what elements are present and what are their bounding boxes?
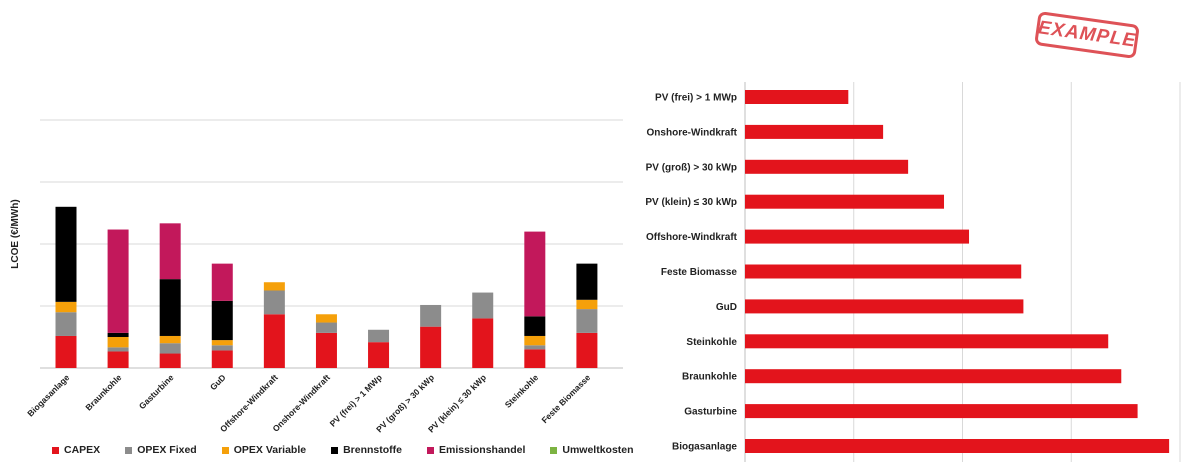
- legend-item: Emissionshandel: [427, 444, 525, 456]
- bar-segment-capex: [368, 342, 390, 368]
- bar: [745, 369, 1122, 384]
- bar-segment-opex-fixed: [472, 292, 494, 319]
- bar-segment-opex-variable: [576, 299, 598, 310]
- bar-segment-opex-variable: [159, 335, 181, 344]
- legend-swatch: [331, 446, 339, 454]
- y-tick-label: GuD: [716, 302, 737, 313]
- x-tick-label: PV (groß) > 30 kWp: [374, 372, 436, 434]
- bar-segment-capex: [159, 353, 181, 368]
- legend-label: Umweltkosten: [562, 444, 634, 456]
- bar-segment-opex-fixed: [211, 345, 233, 351]
- legend-label: OPEX Variable: [233, 444, 307, 456]
- bar-segment-opex-fixed: [107, 347, 129, 352]
- y-tick-label: Biogasanlage: [672, 442, 737, 453]
- x-tick-label: Feste Biomasse: [539, 372, 592, 425]
- bar-segment-opex-variable: [211, 340, 233, 346]
- x-tick-label: GuD: [208, 372, 228, 392]
- bar-segment-opex-fixed: [159, 343, 181, 354]
- bar: [745, 159, 909, 174]
- bar-segment-capex: [107, 351, 129, 368]
- legend-item: OPEX Variable: [221, 444, 307, 456]
- bar: [745, 90, 849, 104]
- bar-segment-brennstoffe: [107, 332, 129, 337]
- legend-swatch: [221, 446, 229, 454]
- y-tick-label: Gasturbine: [684, 407, 737, 418]
- y-tick-label: Offshore-Windkraft: [646, 232, 738, 243]
- bar: [745, 124, 884, 139]
- legend-item: Brennstoffe: [331, 444, 402, 456]
- bar-segment-capex: [524, 349, 546, 368]
- bar-segment-opex-fixed: [263, 290, 285, 315]
- x-tick-label: PV (klein) ≤ 30 kWp: [426, 372, 488, 434]
- legend-label: OPEX Fixed: [137, 444, 197, 456]
- bar-segment-opex-fixed: [315, 322, 337, 333]
- bar-segment-opex-variable: [55, 301, 77, 313]
- bar-segment-brennstoffe: [576, 263, 598, 300]
- bar-segment-capex: [211, 350, 233, 368]
- bar-segment-opex-fixed: [55, 312, 77, 336]
- legend-label: Emissionshandel: [439, 444, 526, 456]
- x-tick-label: Biogasanlage: [25, 372, 71, 418]
- bar-segment-opex-fixed: [368, 329, 390, 343]
- bar-segment-capex: [315, 332, 337, 368]
- y-tick-label: PV (frei) > 1 MWp: [655, 93, 737, 104]
- x-tick-label: Steinkohle: [503, 372, 541, 410]
- bar-segment-emissionshandel: [107, 229, 129, 333]
- legend-item: Umweltkosten: [550, 444, 634, 456]
- legend-swatch: [52, 446, 59, 454]
- bar-segment-opex-fixed: [576, 309, 598, 333]
- legend-swatch: [550, 446, 558, 454]
- bar-segment-capex: [55, 335, 77, 368]
- y-tick-label: Braunkohle: [682, 372, 737, 383]
- y-tick-label: Steinkohle: [686, 337, 737, 348]
- bar-segment-opex-variable: [107, 337, 129, 348]
- bar-segment-opex-fixed: [524, 345, 546, 350]
- x-tick-label: Offshore-Windkraft: [218, 372, 280, 434]
- x-tick-label: Braunkohle: [83, 372, 123, 412]
- bar: [745, 264, 1022, 279]
- x-tick-label: PV (frei) > 1 MWp: [328, 372, 384, 428]
- chart-legend: CAPEX OPEX Fixed OPEX Variable Brennstoffe E…: [52, 441, 659, 459]
- y-tick-label: Onshore-Windkraft: [647, 127, 738, 138]
- bar-segment-emissionshandel: [159, 223, 181, 280]
- legend-label: CAPEX: [64, 444, 101, 456]
- bar-segment-capex: [472, 318, 494, 368]
- bar-segment-brennstoffe: [55, 206, 77, 302]
- legend-swatch: [427, 446, 435, 454]
- legend-label: Brennstoffe: [343, 444, 403, 456]
- bar: [745, 439, 1170, 453]
- bar-segment-capex: [263, 314, 285, 368]
- bar-segment-opex-variable: [263, 282, 285, 291]
- legend-item: CAPEX: [52, 444, 100, 456]
- bar-segment-brennstoffe: [159, 279, 181, 336]
- bar-segment-emissionshandel: [524, 231, 546, 317]
- bar-segment-emissionshandel: [211, 263, 233, 301]
- y-tick-label: Feste Biomasse: [661, 267, 738, 278]
- bar: [745, 299, 1024, 314]
- bar-segment-opex-variable: [315, 314, 337, 323]
- x-tick-label: Onshore-Windkraft: [270, 372, 332, 434]
- bar-segment-brennstoffe: [524, 316, 546, 336]
- y-tick-label: PV (groß) > 30 kWp: [646, 162, 737, 173]
- bar-segment-brennstoffe: [211, 300, 233, 341]
- bar: [745, 334, 1109, 349]
- y-tick-label: PV (klein) ≤ 30 kWp: [645, 197, 737, 208]
- bar-segment-capex: [576, 332, 598, 368]
- x-tick-label: Gasturbine: [137, 372, 176, 411]
- bar-segment-opex-fixed: [420, 304, 442, 327]
- bar: [745, 194, 945, 209]
- y-axis-label: LCOE (€/MWh): [10, 199, 21, 268]
- bar: [745, 229, 970, 244]
- legend-item: OPEX Fixed: [125, 444, 197, 456]
- bar-segment-opex-variable: [524, 335, 546, 346]
- bar: [745, 404, 1138, 419]
- legend-swatch: [125, 446, 133, 454]
- bar-segment-capex: [420, 326, 442, 368]
